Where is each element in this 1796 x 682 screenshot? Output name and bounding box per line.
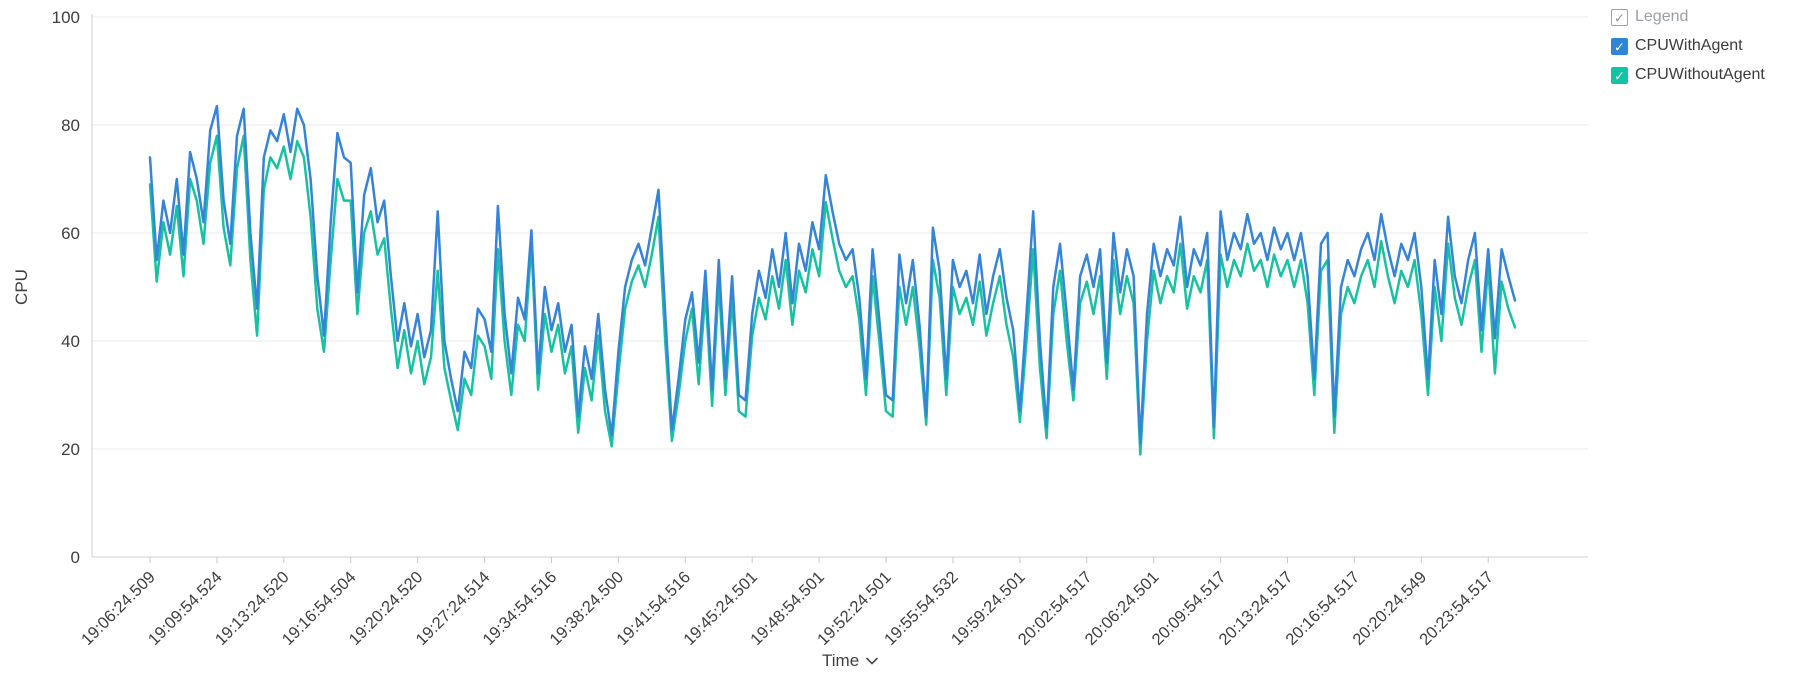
legend-item-cpuwithoutagent[interactable]: ✓ CPUWithoutAgent <box>1611 66 1765 84</box>
y-tick-label: 40 <box>61 332 80 351</box>
cpuwithoutagent-label[interactable]: CPUWithoutAgent <box>1635 66 1765 83</box>
legend-item-cpuwithagent[interactable]: ✓ CPUWithAgent <box>1611 37 1765 55</box>
legend-title: Legend <box>1635 8 1689 25</box>
chevron-down-icon <box>866 657 878 665</box>
y-axis-title: CPU <box>12 269 31 305</box>
cpuwithagent-checkbox[interactable]: ✓ <box>1611 37 1628 55</box>
x-axis-title-dropdown[interactable]: Time <box>822 651 878 671</box>
y-tick-label: 80 <box>61 116 80 135</box>
cpuwithagent-label[interactable]: CPUWithAgent <box>1635 37 1743 54</box>
y-tick-label: 60 <box>61 224 80 243</box>
checkmark-icon: ✓ <box>1614 39 1625 54</box>
legend-master-row[interactable]: ✓ Legend <box>1611 8 1765 26</box>
legend-master-checkbox[interactable]: ✓ <box>1611 8 1628 26</box>
y-tick-label: 100 <box>52 8 80 27</box>
series-line-cpuwithagent[interactable] <box>148 104 1517 445</box>
y-tick-label: 20 <box>61 440 80 459</box>
x-axis-title: Time <box>822 651 860 670</box>
cpuwithoutagent-checkbox[interactable]: ✓ <box>1611 66 1628 84</box>
legend-panel: ✓ Legend ✓ CPUWithAgent ✓ CPUWithoutAgen… <box>1611 8 1765 95</box>
checkmark-icon: ✓ <box>1614 10 1625 25</box>
series-line-cpuwithoutagent[interactable] <box>148 134 1517 456</box>
checkmark-icon: ✓ <box>1614 68 1625 83</box>
y-tick-label: 0 <box>71 548 80 567</box>
